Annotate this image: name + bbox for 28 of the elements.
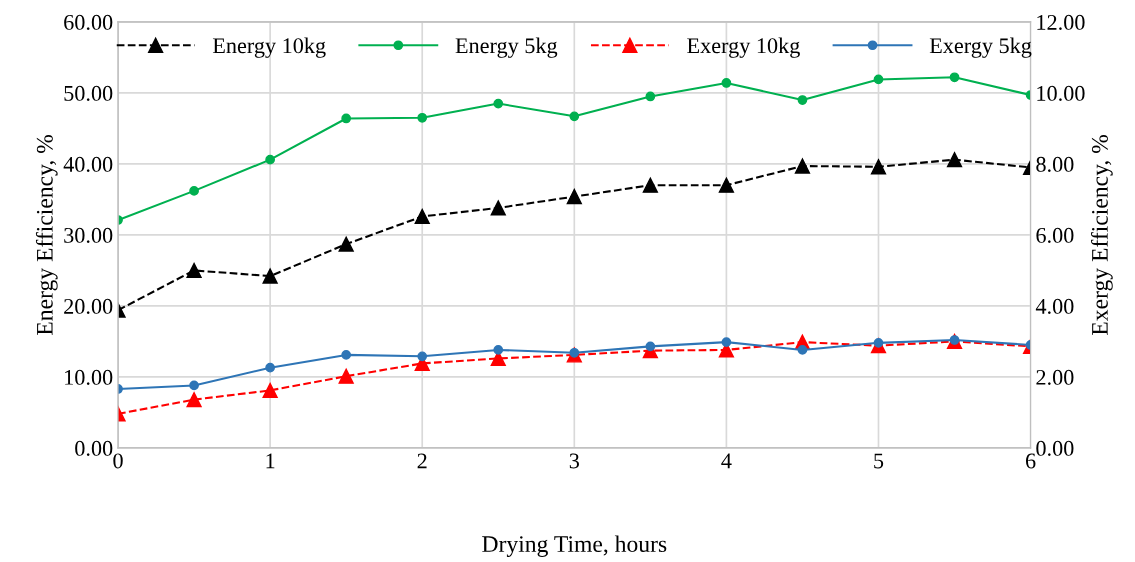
y-tick-label: 50.00	[64, 85, 113, 101]
y-axis-title: Energy Efficiency, %	[35, 134, 58, 335]
y2-tick-label: 2.00	[1036, 369, 1074, 385]
y2-tick-label: 8.00	[1036, 156, 1074, 172]
x-tick-label: 1	[266, 453, 275, 469]
legend-label: Exergy 10kg	[687, 37, 800, 58]
legend-label: Energy 5kg	[455, 37, 558, 58]
y-tick-label: 0.00	[75, 440, 113, 456]
x-tick-label: 3	[569, 453, 579, 469]
x-tick-label: 0	[113, 453, 123, 469]
x-tick-label: 4	[721, 453, 732, 469]
y2-tick-label: 0.00	[1036, 440, 1074, 456]
y2-tick-label: 6.00	[1036, 227, 1074, 243]
y-tick-label: 40.00	[63, 156, 113, 172]
y2-axis-title: Exergy Efficiency, %	[1091, 134, 1113, 335]
x-tick-label: 6	[1025, 453, 1036, 469]
x-tick-label: 2	[417, 453, 427, 469]
legend-label: Energy 10kg	[212, 37, 326, 58]
y2-tick-label: 12.00	[1037, 14, 1085, 30]
y-tick-label: 20.00	[64, 298, 113, 314]
y-tick-label: 10.00	[65, 369, 113, 385]
legend-label: Exergy 5kg	[929, 37, 1032, 58]
y-tick-label: 30.00	[64, 227, 113, 243]
x-axis-title: Drying Time, hours	[482, 535, 667, 557]
y-tick-label: 60.00	[64, 14, 113, 30]
y2-tick-label: 10.00	[1037, 85, 1085, 101]
y2-tick-label: 4.00	[1035, 298, 1074, 314]
x-tick-label: 5	[874, 453, 884, 469]
